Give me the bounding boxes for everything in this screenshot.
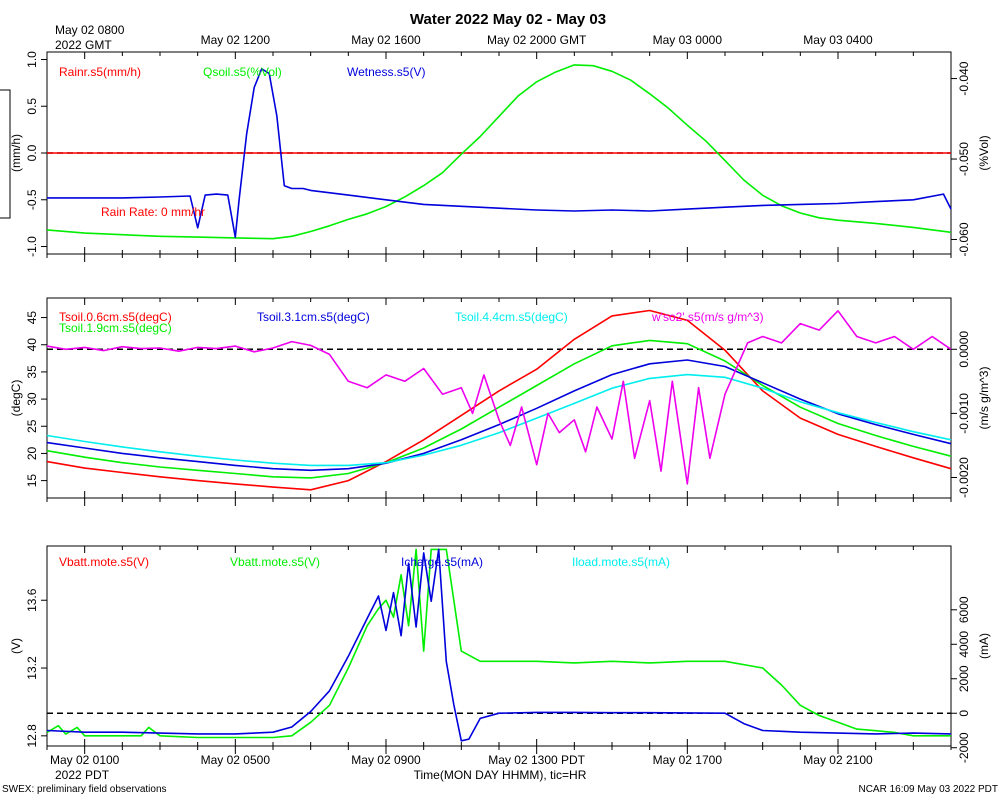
middle-series-line-tsoil-0-6cm-s5-degc [46,309,952,491]
bottom-axis-tick-labels: May 02 0100 May 02 0500 May 02 0900 May 02 … [50,753,873,767]
top-right-tick-label: -0.060 [957,222,971,256]
chart-title: Water 2022 May 02 - May 03 [410,11,606,28]
bottom-legend-iload-mote-s5-ma: Iload.mote.s5(mA) [572,555,670,569]
bottom-right-tick-label: 0 [957,710,971,717]
top-legend-qsoil-s5-vol: Qsoil.s5(%Vol) [203,65,282,79]
top-legend-wetness-s5-v: Wetness.s5(V) [347,65,425,79]
top-left-tick-label: 1.0 [25,51,39,68]
middle-series-line-tsoil-4-4cm-s5-degc [46,373,952,467]
top-left-axis-label: (mm/h) [9,134,23,172]
bottom-axis-tick-label: May 02 1700 [653,753,723,767]
bottom-panel-frame [46,545,952,747]
top-left-tick-label: -1.0 [25,236,39,257]
bottom-right-tick-label: -2000 [957,732,971,763]
panel-bottom: 13.6 13.2 12.8 (V) 6000 4000 2000 0 -2000 (mA) Vba… [9,545,991,763]
panel-middle: 45 40 35 30 25 20 15 (degC) 0.0000 -0.0010 -0.0020… [9,297,991,506]
bottom-axis-tick-label: May 02 1300 PDT [488,753,585,767]
top-right-tick-label: -0.050 [957,142,971,176]
bottom-legend-vbatt-mote-s5-v: Vbatt.mote.s5(V) [59,555,149,569]
bottom-axis-tick-label: May 02 0100 [50,753,120,767]
bottom-left-tick-label: 13.6 [25,588,39,612]
middle-left-tick-label: 20 [25,446,39,460]
top-axis-year-label: 2022 GMT [55,38,112,52]
bottom-left-axis-label: (V) [9,638,23,654]
footer-right: NCAR 16:09 May 03 2022 PDT [858,784,998,795]
top-left-tick-label: 0.5 [25,98,39,115]
bottom-right-tick-label: 6000 [957,596,971,623]
top-axis-first-label: May 02 0800 [55,23,125,37]
top-right-tick-label: -0.040 [957,61,971,95]
top-axis-tick-label: May 03 0000 [653,33,723,47]
middle-legend-tsoil-3-1cm-s5-degc: Tsoil.3.1cm.s5(degC) [257,310,370,324]
middle-right-tick-label: -0.0010 [957,393,971,434]
x-axis-label: Time(MON DAY HHMM), tic=HR [414,768,587,782]
bottom-right-axis-label: (mA) [977,633,991,659]
top-legend-rainr-s5-mm-h: Rainr.s5(mm/h) [59,65,141,79]
middle-left-tick-label: 15 [25,474,39,488]
top-left-tick-label: 0.0 [25,144,39,161]
rain-rate-annotation: Rain Rate: 0 mm/hr [101,205,205,219]
top-axis-tick-labels: May 02 1200 May 02 1600 May 02 2000 GMT May… [201,33,873,47]
middle-left-axis-label: (degC) [9,380,23,417]
bottom-left-tick-label: 12.8 [25,724,39,748]
middle-left-tick-label: 35 [25,365,39,379]
middle-left-tick-label: 25 [25,419,39,433]
middle-legend-tsoil-1-9cm-s5-degc: Tsoil.1.9cm.s5(degC) [59,321,172,335]
middle-series-line-w-so2-s5-m-s-g-m-3 [46,310,952,485]
top-axis-tick-label: May 02 1200 [201,33,271,47]
top-axis-tick-label: May 03 0400 [803,33,873,47]
bottom-series-line-icharge-s5-ma [46,548,952,742]
bottom-axis-tick-label: May 02 0900 [351,753,421,767]
middle-right-tick-label: 0.0000 [957,331,971,368]
middle-legend-w-so2-s5-m-s-g-m-3: w'so2'.s5(m/s g/m^3) [651,310,764,324]
footer-left: SWEX: preliminary field observations [2,784,167,795]
panel-top: 1.0 0.5 0.0 -0.5 -1.0 (mm/h) -0.040 -0.050 -0.06… [9,51,991,262]
bottom-legend-vbatt-mote-s5-v: Vbatt.mote.s5(V) [230,555,320,569]
middle-left-tick-label: 30 [25,392,39,406]
top-axis-tick-label: May 02 2000 GMT [487,33,587,47]
middle-series-line-tsoil-3-1cm-s5-degc [46,359,952,472]
bottom-series-line-vbatt-mote-s5-v [46,548,951,739]
edge-marker-box [0,89,11,219]
middle-right-axis-label: (m/s g/m^3) [977,367,991,430]
top-series-line-qsoil-s5-vol [46,64,952,240]
bottom-axis-year-label: 2022 PDT [55,768,110,782]
bottom-legend-icharge-s5-ma: Icharge.s5(mA) [401,555,483,569]
middle-legend-tsoil-0-6cm-s5-degc: Tsoil.0.6cm.s5(degC) [59,310,172,324]
middle-right-tick-label: -0.0020 [957,457,971,498]
middle-left-tick-label: 45 [25,311,39,325]
bottom-right-tick-label: 2000 [957,665,971,692]
bottom-axis-tick-label: May 02 0500 [201,753,271,767]
bottom-left-tick-label: 13.2 [25,656,39,680]
middle-left-tick-label: 40 [25,338,39,352]
middle-legend-tsoil-4-4cm-s5-degc: Tsoil.4.4cm.s5(degC) [455,310,568,324]
middle-series-line-tsoil-1-9cm-s5-degc [46,339,952,479]
bottom-axis-tick-label: May 02 2100 [803,753,873,767]
top-left-tick-label: -0.5 [25,189,39,210]
top-axis-tick-label: May 02 1600 [351,33,421,47]
top-right-axis-label: (%Vol) [977,135,991,170]
bottom-right-tick-label: 4000 [957,631,971,658]
top-series-line-wetness-s5-v [47,68,952,238]
